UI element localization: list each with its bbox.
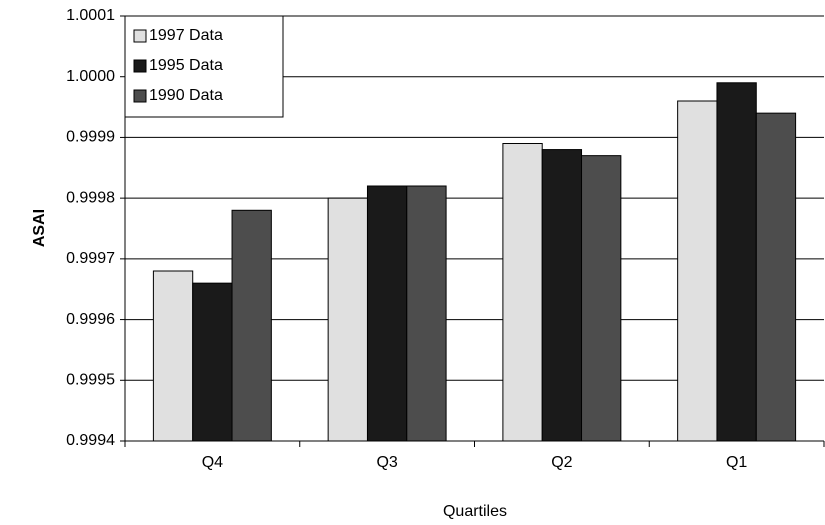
bar [366,185,408,442]
y-tick-label: 0.9995 [66,372,115,389]
bar [192,282,233,442]
legend-box [124,15,284,118]
legend-swatch [133,89,147,103]
legend-label: 1990 Data [149,87,223,104]
x-tick-label: Q3 [376,454,397,471]
legend-label: 1997 Data [149,27,223,44]
bar [406,185,447,442]
bar [231,209,272,442]
y-tick-label: 0.9998 [66,189,115,206]
bar [677,100,718,442]
y-tick-label: 0.9997 [66,250,115,267]
x-tick-label: Q2 [551,454,572,471]
y-tick-label: 0.9996 [66,311,115,328]
y-tick-label: 0.9999 [66,129,115,146]
legend-label: 1995 Data [149,57,223,74]
x-axis-title: Quartiles [443,503,507,520]
bar [716,82,757,442]
legend-swatch [133,29,147,43]
bar [581,155,622,442]
bar [755,112,797,442]
bar [502,143,543,442]
x-tick-label: Q1 [726,454,747,471]
y-tick-label: 1.0000 [66,68,115,85]
y-tick-label: 0.9994 [66,432,115,449]
bar [327,197,368,442]
x-tick-label: Q4 [202,454,223,471]
bar [541,149,583,442]
y-axis-title: ASAI [31,209,48,247]
bar [152,270,194,442]
y-tick-label: 1.0001 [66,7,115,24]
legend-swatch [133,59,147,73]
